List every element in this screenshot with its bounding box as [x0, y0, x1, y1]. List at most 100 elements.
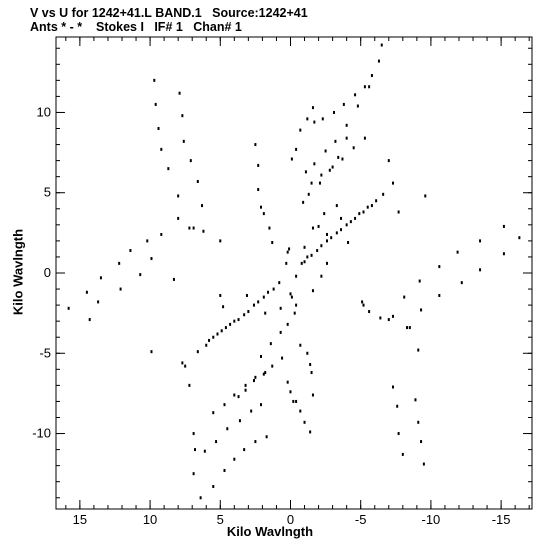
uv-point — [208, 338, 211, 342]
uv-point — [341, 157, 344, 161]
uv-point — [150, 257, 153, 261]
uv-point — [118, 261, 121, 265]
uv-point — [257, 188, 260, 192]
uv-point — [362, 303, 365, 307]
uv-point — [325, 232, 328, 236]
uv-point — [267, 290, 270, 294]
uv-point — [203, 449, 206, 453]
uv-point — [192, 432, 195, 436]
uv-point — [345, 223, 348, 227]
uv-point — [406, 326, 409, 330]
uv-point — [250, 409, 253, 413]
uv-point — [177, 194, 180, 198]
uv-point — [192, 226, 195, 230]
uv-point — [192, 472, 195, 476]
uv-point — [460, 281, 463, 285]
uv-point — [438, 293, 441, 297]
uv-point — [302, 200, 305, 204]
uv-point — [223, 468, 226, 472]
uv-point — [324, 149, 327, 153]
uv-point — [420, 308, 423, 312]
uv-point — [290, 295, 293, 299]
uv-point — [167, 167, 170, 171]
uv-point — [318, 181, 321, 185]
uv-point — [262, 295, 265, 299]
uv-point — [391, 385, 394, 389]
uv-point — [237, 395, 240, 399]
uv-point — [257, 300, 260, 304]
uv-point — [345, 123, 348, 127]
uv-point — [387, 318, 390, 322]
uv-point — [181, 361, 184, 365]
uv-point — [304, 170, 307, 174]
uv-point — [354, 93, 357, 97]
uv-point — [401, 452, 404, 456]
uv-point — [417, 420, 420, 424]
uv-point — [295, 147, 298, 151]
uv-point — [397, 432, 400, 436]
uv-point — [335, 204, 338, 208]
uv-point — [295, 303, 298, 307]
uv-point — [358, 212, 361, 216]
uv-point — [293, 311, 296, 315]
uv-point — [306, 351, 309, 355]
uv-point — [286, 380, 289, 384]
uv-point — [97, 300, 100, 304]
uv-point — [254, 143, 257, 147]
uv-point — [502, 224, 505, 228]
uv-point — [438, 265, 441, 269]
uv-point — [281, 356, 284, 360]
uv-point — [368, 85, 371, 89]
x-tick-label: 0 — [287, 512, 294, 527]
uv-point — [335, 231, 338, 235]
uv-point — [310, 181, 313, 185]
uv-point — [222, 305, 225, 309]
uv-point — [252, 379, 255, 383]
uv-point — [334, 139, 337, 143]
uv-point — [289, 292, 292, 296]
uv-point — [85, 290, 88, 294]
uv-point — [154, 102, 157, 106]
x-tick-label: -10 — [422, 512, 441, 527]
uv-point — [391, 181, 394, 185]
uv-point — [264, 311, 267, 315]
uv-point — [368, 310, 371, 314]
uv-point — [317, 224, 320, 228]
uv-point — [285, 261, 288, 265]
uv-point — [160, 232, 163, 236]
uv-point — [245, 293, 248, 297]
x-tick-label: 10 — [143, 512, 157, 527]
uv-point — [387, 159, 390, 163]
uv-point — [184, 364, 187, 368]
uv-point — [233, 319, 236, 323]
uv-point — [271, 240, 274, 244]
uv-point — [363, 136, 366, 140]
x-tick-label: 5 — [217, 512, 224, 527]
uv-point — [325, 239, 328, 243]
uv-point — [311, 106, 314, 110]
uv-point — [518, 236, 521, 240]
uv-point — [226, 427, 229, 431]
uv-point — [396, 404, 399, 408]
uv-point — [205, 343, 208, 347]
uv-point — [456, 250, 459, 254]
x-tick-label: -15 — [492, 512, 511, 527]
uv-point — [310, 253, 313, 257]
uv-point — [238, 419, 241, 423]
uv-point — [129, 249, 132, 253]
uv-point — [278, 281, 281, 285]
uv-point — [272, 287, 275, 291]
uv-point — [229, 322, 232, 326]
uv-point — [403, 295, 406, 299]
uv-point — [363, 85, 366, 89]
uv-point — [194, 448, 197, 452]
uv-point — [316, 249, 319, 253]
uv-point — [311, 289, 314, 293]
uv-point — [202, 229, 205, 233]
uv-point — [196, 179, 199, 183]
uv-point — [188, 383, 191, 387]
uv-point — [502, 252, 505, 256]
uv-point — [303, 245, 306, 249]
uv-point — [119, 287, 122, 291]
uv-point — [260, 354, 263, 358]
